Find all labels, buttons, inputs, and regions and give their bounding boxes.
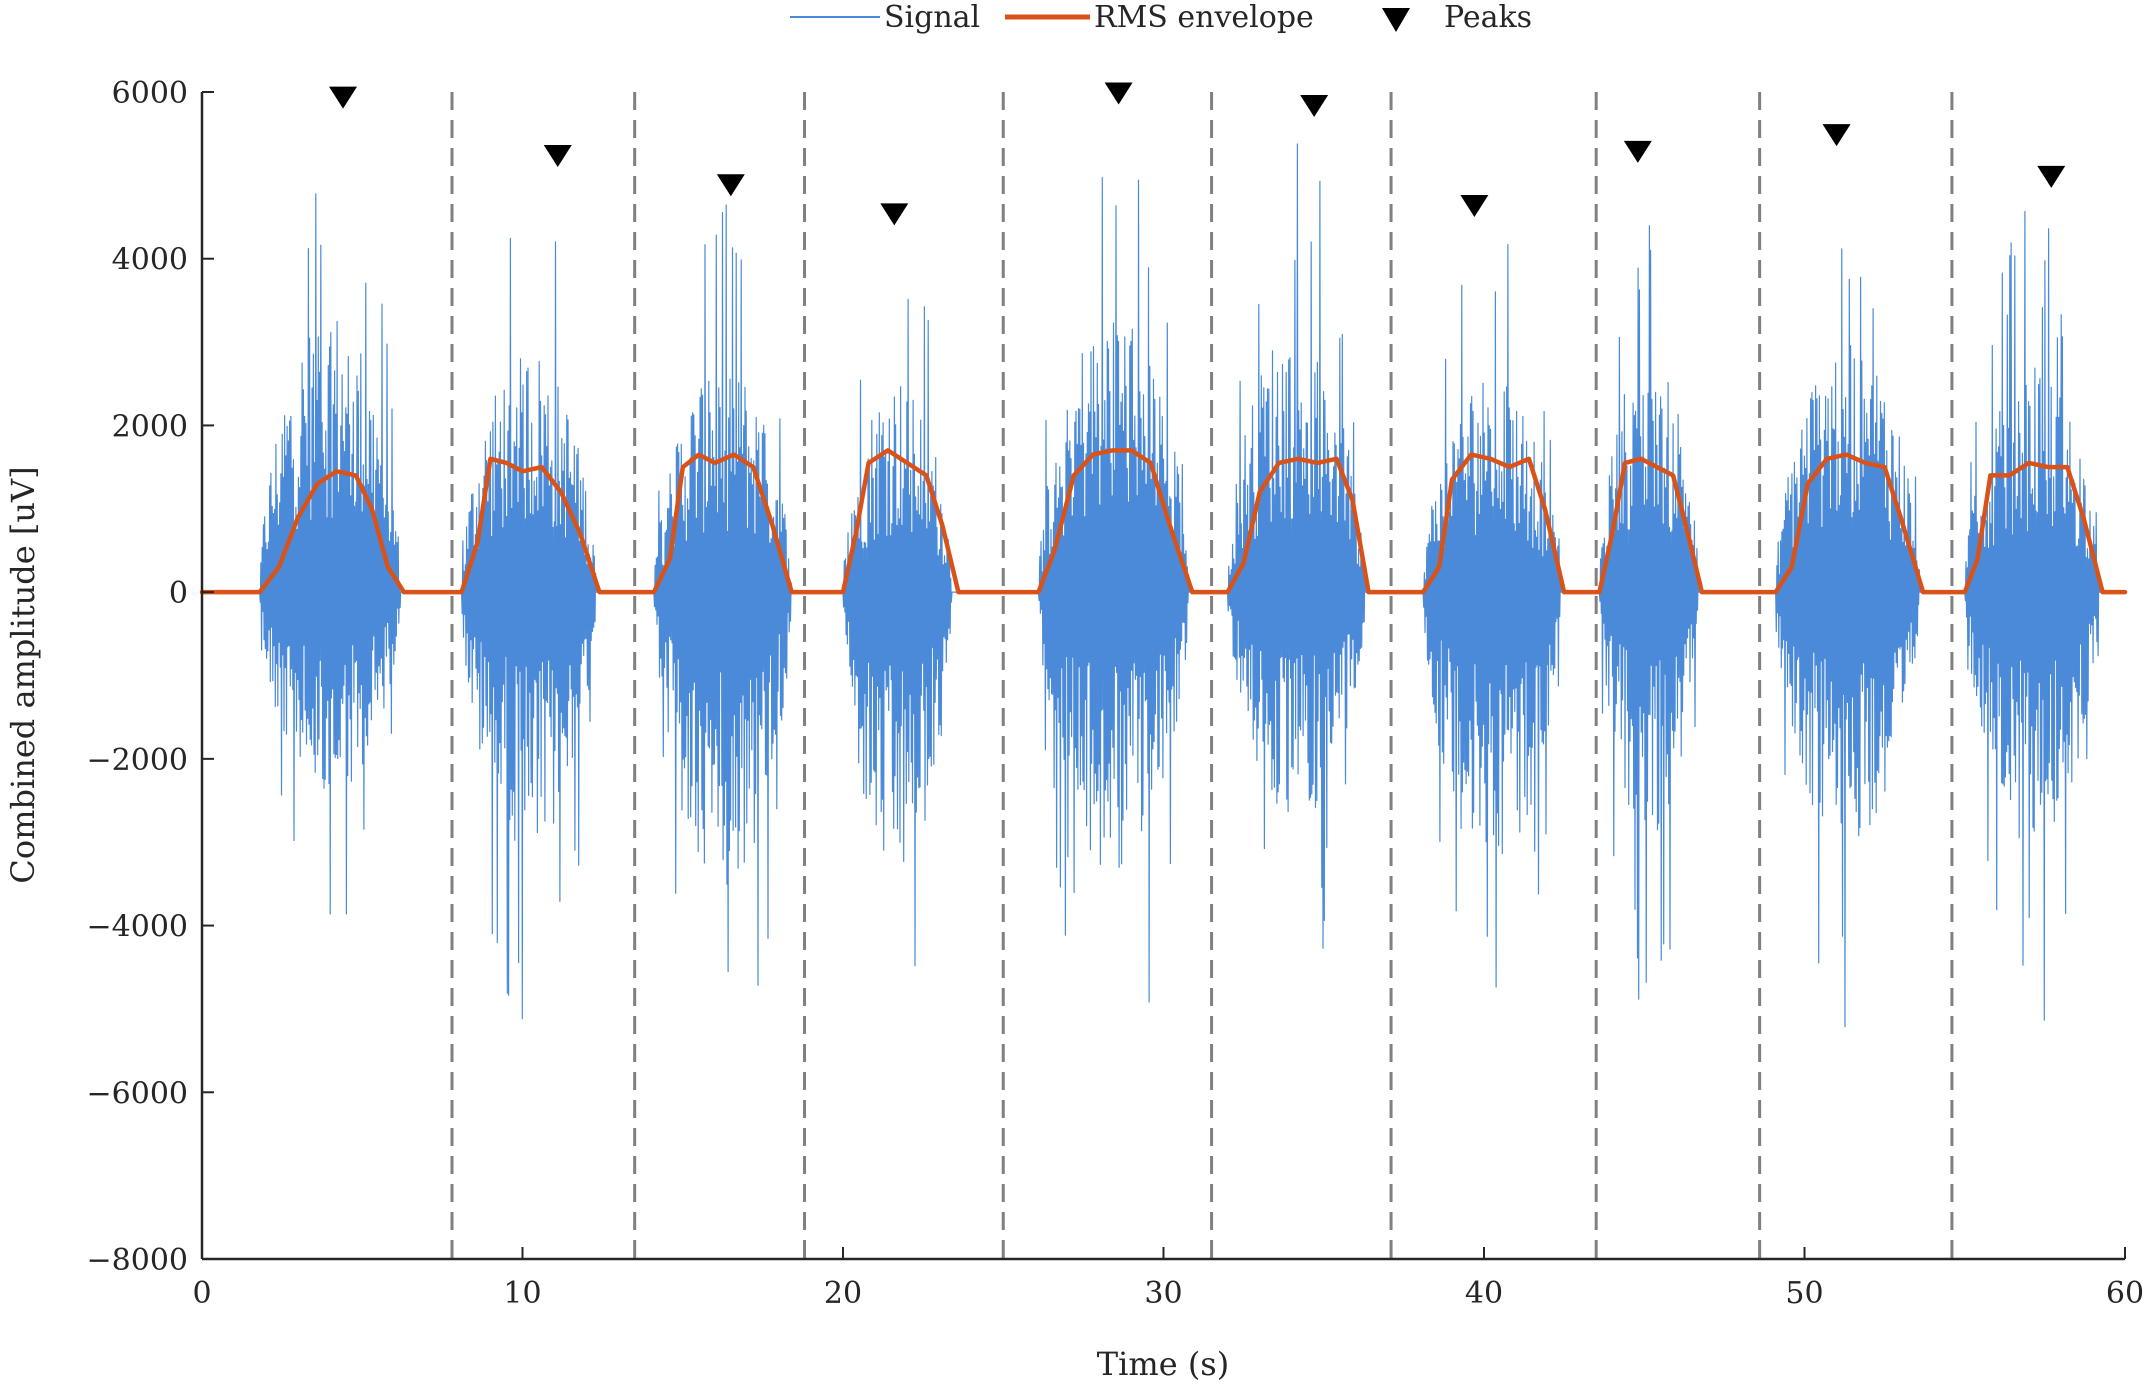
y-axis-label: Combined amplitude [uV] bbox=[4, 466, 42, 883]
y-tick-label-0: 6000 bbox=[112, 76, 188, 111]
x-tick-label-5: 50 bbox=[1785, 1276, 1823, 1311]
x-tick-label-2: 20 bbox=[824, 1276, 862, 1311]
peak-marker-7 bbox=[1623, 140, 1652, 163]
peak-marker-9 bbox=[2037, 165, 2066, 188]
peak-marker-4 bbox=[1104, 82, 1133, 105]
peak-marker-1 bbox=[543, 145, 572, 168]
legend-peaks-marker bbox=[1382, 8, 1410, 32]
legend-rms-label: RMS envelope bbox=[1094, 0, 1314, 35]
rms-envelope-series bbox=[199, 448, 2128, 595]
y-ticks: 6000 4000 2000 0 −2000 −4000 −6000 −8000 bbox=[87, 76, 214, 1278]
y-tick-label-1: 4000 bbox=[112, 243, 188, 278]
x-tick-label-6: 60 bbox=[2106, 1276, 2144, 1311]
y-tick-label-5: −4000 bbox=[87, 910, 188, 945]
x-tick-label-4: 40 bbox=[1465, 1276, 1503, 1311]
legend: Signal RMS envelope Peaks bbox=[790, 0, 1532, 35]
y-tick-label-4: −2000 bbox=[87, 743, 188, 778]
peak-marker-8 bbox=[1822, 124, 1851, 147]
peak-marker-5 bbox=[1300, 95, 1329, 118]
y-tick-label-7: −8000 bbox=[87, 1243, 188, 1278]
y-tick-label-3: 0 bbox=[169, 576, 188, 611]
y-tick-label-2: 2000 bbox=[112, 409, 188, 444]
x-axis-label: Time (s) bbox=[1097, 1345, 1229, 1383]
peaks-series bbox=[329, 82, 2066, 226]
x-tick-label-3: 30 bbox=[1144, 1276, 1182, 1311]
signal-line bbox=[202, 143, 2125, 1028]
peak-marker-6 bbox=[1460, 195, 1489, 218]
x-tick-label-0: 0 bbox=[192, 1276, 211, 1311]
x-tick-label-1: 10 bbox=[503, 1276, 541, 1311]
peak-marker-3 bbox=[880, 203, 909, 226]
legend-signal-label: Signal bbox=[884, 0, 980, 35]
y-tick-label-6: −6000 bbox=[87, 1076, 188, 1111]
peak-marker-2 bbox=[716, 174, 745, 197]
signal-series bbox=[202, 143, 2125, 1028]
legend-peaks-label: Peaks bbox=[1444, 0, 1532, 35]
peak-marker-0 bbox=[329, 86, 358, 109]
rms-envelope-line bbox=[199, 448, 2128, 595]
x-ticks: 0 10 20 30 40 50 60 bbox=[192, 1247, 2144, 1311]
